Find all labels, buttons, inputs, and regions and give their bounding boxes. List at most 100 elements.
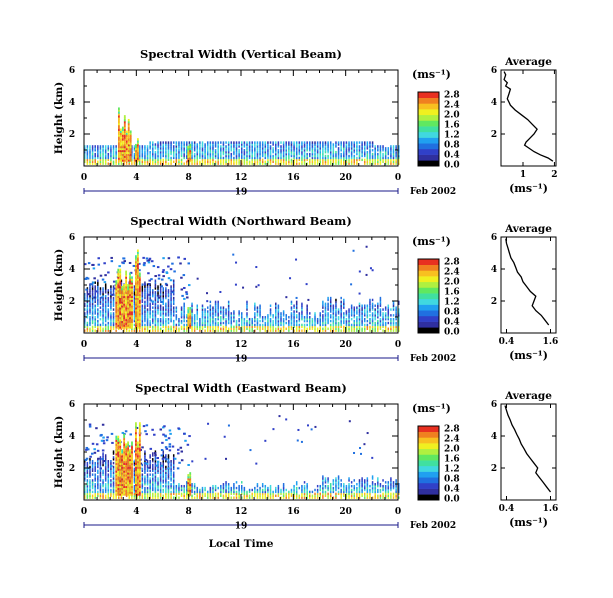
heatmap-cell xyxy=(289,277,292,280)
heatmap-cell xyxy=(214,488,217,492)
heatmap-cell xyxy=(180,327,183,330)
heatmap-cell xyxy=(222,494,225,497)
heatmap-cell xyxy=(133,304,136,307)
heatmap-cell xyxy=(377,149,379,152)
heatmap-cell xyxy=(110,306,112,309)
heatmap-cell xyxy=(144,293,146,296)
heatmap-cell xyxy=(133,467,136,471)
heatmap-cell xyxy=(345,310,348,313)
heatmap-cell xyxy=(280,496,282,499)
heatmap-cell xyxy=(102,289,104,292)
heatmap-cell xyxy=(119,270,122,274)
heatmap-cell xyxy=(86,327,89,330)
heatmap-cell xyxy=(201,145,204,148)
heatmap-cell xyxy=(243,143,246,146)
heatmap-cell xyxy=(157,317,159,321)
profile-y-tick-label: 4 xyxy=(491,265,497,275)
heatmap-cell xyxy=(371,306,374,309)
heatmap-cell xyxy=(144,486,146,490)
heatmap-cell xyxy=(127,128,130,131)
heatmap-cell xyxy=(329,308,332,311)
heatmap-cell xyxy=(136,314,139,318)
heatmap-cell xyxy=(295,304,298,307)
heatmap-cell xyxy=(112,465,115,469)
heatmap-cell xyxy=(178,150,180,154)
heatmap-cell xyxy=(356,152,358,156)
heatmap-cell xyxy=(345,327,348,330)
heatmap-cell xyxy=(332,321,335,325)
heatmap-cell xyxy=(227,486,230,490)
heatmap-cell xyxy=(348,329,350,332)
heatmap-cell xyxy=(89,154,91,158)
heatmap-cell xyxy=(136,284,139,287)
heatmap-cell xyxy=(131,324,133,327)
heatmap-cell xyxy=(214,306,217,309)
heatmap-cell xyxy=(89,306,91,309)
heatmap-cell xyxy=(269,317,272,321)
heatmap-cell xyxy=(135,262,137,266)
heatmap-cell xyxy=(324,486,327,490)
heatmap-cell xyxy=(261,484,264,488)
heatmap-cell xyxy=(209,323,212,327)
heatmap-cell xyxy=(94,469,96,473)
heatmap-cell xyxy=(133,461,136,465)
heatmap-cell xyxy=(125,303,128,306)
heatmap-cell xyxy=(201,319,204,323)
heatmap-cell xyxy=(327,319,329,323)
heatmap-cell xyxy=(392,158,395,162)
heatmap-cell xyxy=(387,314,390,317)
heatmap-cell xyxy=(183,141,185,144)
heatmap-cell xyxy=(309,312,311,315)
heatmap-cell xyxy=(314,329,316,332)
heatmap-cell xyxy=(217,486,219,490)
heatmap-cell xyxy=(241,492,243,496)
heatmap-cell xyxy=(209,158,212,162)
heatmap-cell xyxy=(133,479,136,482)
heatmap-cell xyxy=(104,150,107,154)
heatmap-cell xyxy=(307,298,310,301)
heatmap-cell xyxy=(127,291,129,295)
heatmap-cell xyxy=(117,280,120,283)
heatmap-cell xyxy=(361,310,363,313)
heatmap-cell xyxy=(233,150,235,154)
heatmap-cell xyxy=(356,141,358,144)
heatmap-cell xyxy=(363,304,366,307)
heatmap-cell xyxy=(146,145,149,148)
heatmap-cell xyxy=(280,162,282,165)
heatmap-cell xyxy=(264,492,267,496)
heatmap-cell xyxy=(398,145,400,148)
heatmap-cell xyxy=(327,488,329,492)
heatmap-cell xyxy=(136,326,139,329)
heatmap-cell xyxy=(149,150,151,154)
heatmap-cell xyxy=(324,317,327,321)
heatmap-cell xyxy=(277,484,280,488)
heatmap-cell xyxy=(121,134,124,137)
heatmap-cell xyxy=(358,310,361,313)
colorbar-frame xyxy=(417,91,440,167)
heatmap-cell xyxy=(104,325,107,329)
heatmap-cell xyxy=(162,316,164,319)
heatmap-cell xyxy=(110,162,112,165)
heatmap-cell xyxy=(322,160,324,163)
heatmap-cell xyxy=(162,154,164,158)
heatmap-cell xyxy=(102,156,104,160)
heatmap-cell xyxy=(374,162,376,165)
heatmap-cell xyxy=(165,321,167,325)
heatmap-cell xyxy=(115,149,117,152)
heatmap-cell xyxy=(123,320,126,323)
heatmap-cell xyxy=(280,158,282,162)
heatmap-cell xyxy=(91,149,94,152)
heatmap-cell xyxy=(144,300,146,304)
heatmap-cell xyxy=(94,294,96,298)
heatmap-cell xyxy=(183,304,185,307)
heatmap-cell xyxy=(119,272,122,275)
heatmap-cell xyxy=(113,287,117,290)
heatmap-cell xyxy=(123,155,126,158)
heatmap-cell xyxy=(102,152,104,156)
heatmap-cell xyxy=(152,293,154,296)
heatmap-cell xyxy=(165,287,167,290)
heatmap-cell xyxy=(392,154,395,158)
heatmap-cell xyxy=(94,149,96,152)
heatmap-cell xyxy=(335,306,337,309)
heatmap-cell xyxy=(104,319,107,323)
